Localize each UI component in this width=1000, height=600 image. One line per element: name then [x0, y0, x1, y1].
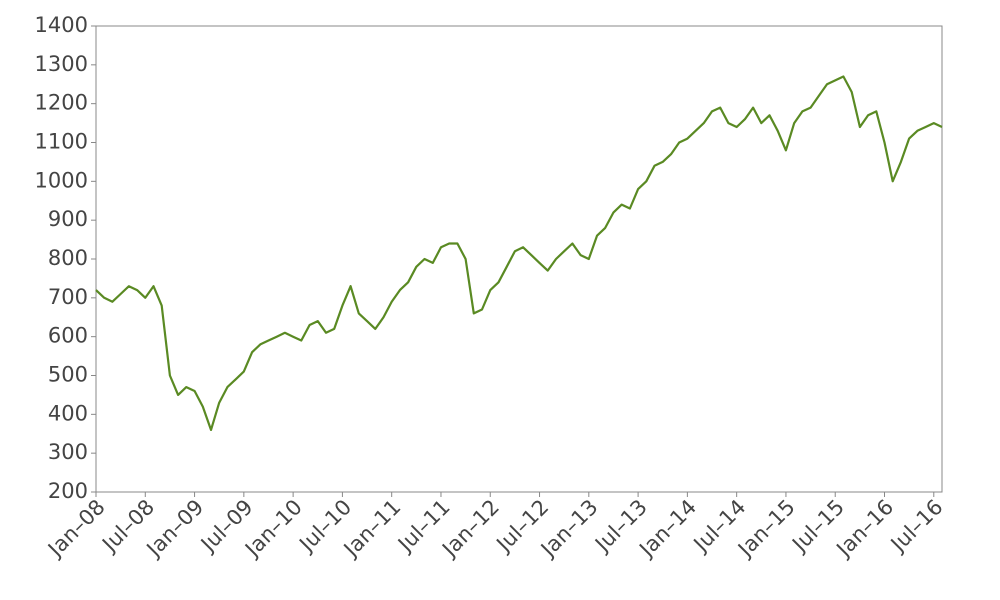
y-tick-label: 900 — [48, 207, 88, 231]
y-tick-label: 1200 — [35, 91, 88, 115]
y-tick-label: 300 — [48, 440, 88, 464]
y-tick-label: 500 — [48, 363, 88, 387]
x-tick-label: Jul–16 — [885, 495, 948, 558]
y-tick-label: 800 — [48, 246, 88, 270]
line — [95, 75, 943, 431]
y-tick-label: 1400 — [35, 13, 88, 37]
y-tick-label: 600 — [48, 324, 88, 348]
y-tick-label: 200 — [48, 479, 88, 503]
y-tick-label: 1100 — [35, 130, 88, 154]
y-tick-label: 1000 — [35, 168, 88, 192]
plot-frame — [95, 25, 943, 493]
x-tick-label: Jan–08 — [42, 495, 110, 563]
y-tick-label: 700 — [48, 285, 88, 309]
y-tick-label: 1300 — [35, 52, 88, 76]
y-tick-label: 400 — [48, 401, 88, 425]
